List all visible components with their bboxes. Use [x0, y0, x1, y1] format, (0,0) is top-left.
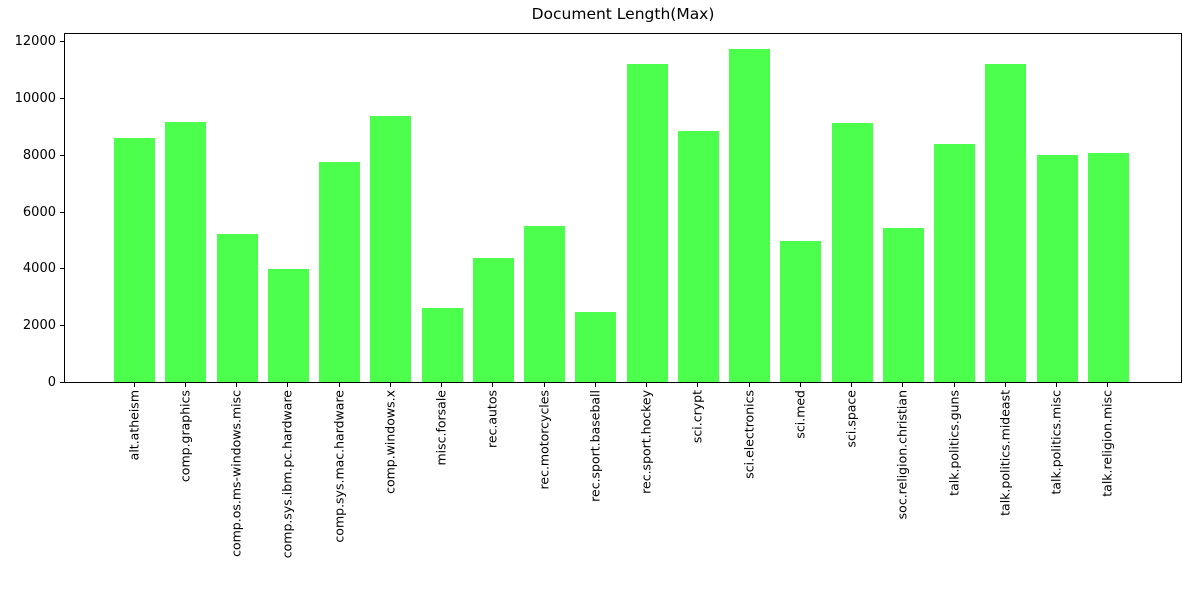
x-tick-mark	[953, 383, 955, 387]
x-tick-mark	[748, 383, 750, 387]
bar-comp.windows.x	[370, 116, 412, 382]
bar-sci.electronics	[729, 49, 771, 382]
x-tick-mark	[799, 383, 801, 387]
x-tick-mark	[594, 383, 596, 387]
x-tick-label-talk.politics.mideast: talk.politics.mideast	[997, 390, 1013, 516]
y-tick-mark	[60, 382, 64, 383]
x-tick-label-sci.crypt: sci.crypt	[689, 390, 705, 444]
bar-talk.politics.mideast	[985, 64, 1027, 382]
x-tick-label-sci.space: sci.space	[843, 390, 859, 448]
bar-talk.politics.guns	[934, 144, 976, 382]
x-tick-mark	[646, 383, 648, 387]
x-tick-mark	[389, 383, 391, 387]
x-tick-mark	[492, 383, 494, 387]
x-tick-label-misc.forsale: misc.forsale	[433, 390, 449, 466]
y-tick-label: 4000	[22, 261, 56, 277]
bar-sci.space	[831, 123, 873, 382]
x-tick-mark	[133, 383, 135, 387]
x-tick-label-rec.sport.baseball: rec.sport.baseball	[587, 390, 603, 502]
bar-soc.religion.christian	[882, 228, 924, 382]
y-tick-label: 6000	[22, 204, 56, 220]
x-tick-mark	[338, 383, 340, 387]
x-tick-label-talk.religion.misc: talk.religion.misc	[1099, 390, 1115, 497]
bar-comp.os.ms-windows.misc	[216, 234, 258, 382]
x-tick-mark	[441, 383, 443, 387]
plot-area	[64, 33, 1182, 383]
bar-rec.motorcycles	[524, 226, 566, 382]
x-tick-mark	[1056, 383, 1058, 387]
bar-talk.religion.misc	[1087, 153, 1129, 382]
x-tick-mark	[851, 383, 853, 387]
bar-misc.forsale	[421, 308, 463, 382]
x-tick-mark	[1107, 383, 1109, 387]
bar-sci.med	[780, 241, 822, 382]
y-tick-label: 8000	[22, 147, 56, 163]
y-tick-label: 10000	[14, 91, 56, 107]
x-tick-label-comp.graphics: comp.graphics	[177, 390, 193, 483]
x-tick-mark	[1004, 383, 1006, 387]
x-tick-label-soc.religion.christian: soc.religion.christian	[894, 390, 910, 520]
x-tick-label-talk.politics.misc: talk.politics.misc	[1048, 390, 1064, 495]
y-tick-label: 0	[47, 375, 56, 390]
x-tick-label-talk.politics.guns: talk.politics.guns	[946, 390, 962, 496]
bar-alt.atheism	[114, 138, 155, 382]
x-tick-label-sci.med: sci.med	[792, 390, 808, 439]
bar-sci.crypt	[677, 131, 719, 382]
y-tick-mark	[60, 211, 64, 213]
y-tick-label: 2000	[22, 318, 56, 334]
y-tick-mark	[60, 268, 64, 270]
chart-title: Document Length(Max)	[531, 5, 715, 23]
bar-rec.autos	[472, 258, 514, 382]
x-tick-label-comp.sys.ibm.pc.hardware: comp.sys.ibm.pc.hardware	[279, 390, 295, 559]
bar-talk.politics.misc	[1036, 155, 1078, 382]
x-tick-mark	[184, 383, 186, 387]
y-tick-label: 12000	[14, 34, 56, 50]
y-tick-mark	[60, 154, 64, 156]
x-tick-mark	[697, 383, 699, 387]
x-tick-mark	[287, 383, 289, 387]
x-tick-mark	[902, 383, 904, 387]
x-tick-label-sci.electronics: sci.electronics	[741, 390, 757, 479]
x-tick-label-alt.atheism: alt.atheism	[126, 390, 141, 461]
x-tick-label-comp.os.ms-windows.misc: comp.os.ms-windows.misc	[228, 390, 244, 557]
x-tick-label-rec.autos: rec.autos	[484, 390, 500, 449]
bar-rec.sport.hockey	[626, 64, 668, 382]
bar-rec.sport.baseball	[575, 312, 617, 382]
x-tick-label-rec.sport.hockey: rec.sport.hockey	[638, 390, 654, 494]
y-tick-mark	[60, 41, 64, 43]
y-tick-mark	[60, 325, 64, 327]
bar-comp.sys.ibm.pc.hardware	[267, 269, 309, 382]
x-tick-mark	[236, 383, 238, 387]
bar-comp.sys.mac.hardware	[319, 162, 361, 382]
y-tick-mark	[60, 98, 64, 100]
x-tick-label-comp.windows.x: comp.windows.x	[382, 390, 398, 494]
bar-comp.graphics	[165, 122, 207, 382]
x-tick-label-rec.motorcycles: rec.motorcycles	[536, 390, 552, 490]
x-tick-mark	[543, 383, 545, 387]
x-tick-label-comp.sys.mac.hardware: comp.sys.mac.hardware	[331, 390, 347, 543]
